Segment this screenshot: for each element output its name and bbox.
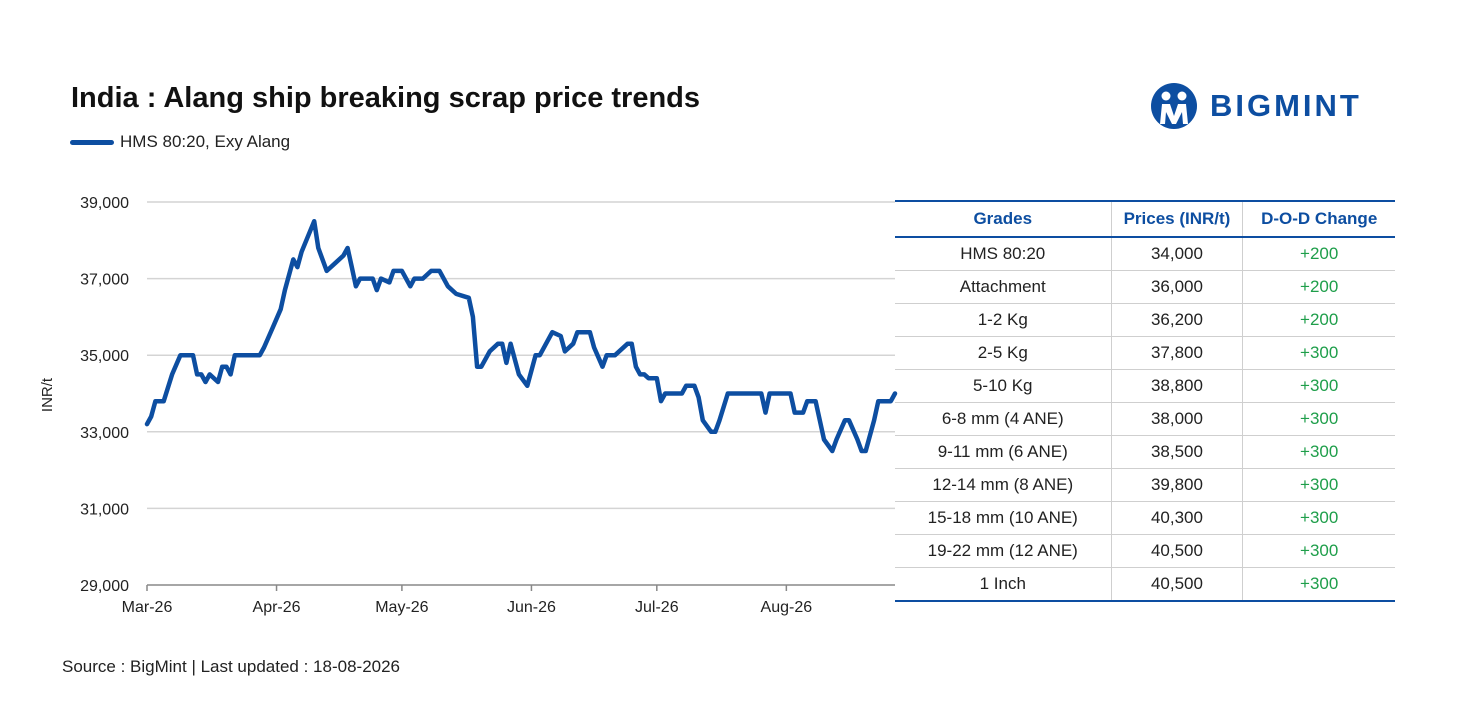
header-change: D-O-D Change	[1242, 200, 1395, 238]
price-cell: 40,500	[1111, 567, 1244, 602]
table-row: 6-8 mm (4 ANE) 38,000 +300	[895, 402, 1395, 436]
change-cell: +300	[1242, 567, 1395, 602]
grade-cell: Attachment	[895, 270, 1112, 304]
price-cell: 34,000	[1111, 237, 1244, 271]
bigmint-logo-icon	[1151, 83, 1197, 129]
grade-cell: 1 Inch	[895, 567, 1112, 602]
table-row: 9-11 mm (6 ANE) 38,500 +300	[895, 435, 1395, 469]
change-cell: +200	[1242, 237, 1395, 271]
y-tick-label: 39,000	[80, 195, 129, 212]
x-tick-label: May-26	[375, 599, 428, 616]
grade-cell: 6-8 mm (4 ANE)	[895, 402, 1112, 436]
y-tick-label: 31,000	[80, 501, 129, 518]
grade-cell: 15-18 mm (10 ANE)	[895, 501, 1112, 535]
x-tick-label: Aug-26	[761, 599, 813, 616]
legend-swatch	[70, 139, 114, 145]
y-tick-label: 37,000	[80, 272, 129, 289]
chart-title: India : Alang ship breaking scrap price …	[71, 82, 701, 114]
price-cell: 36,200	[1111, 303, 1244, 337]
grade-cell: 2-5 Kg	[895, 336, 1112, 370]
price-cell: 38,800	[1111, 369, 1244, 403]
table-row: 5-10 Kg 38,800 +300	[895, 369, 1395, 403]
price-cell: 37,800	[1111, 336, 1244, 370]
price-cell: 39,800	[1111, 468, 1244, 502]
table-row: 15-18 mm (10 ANE) 40,300 +300	[895, 501, 1395, 535]
grade-cell: 9-11 mm (6 ANE)	[895, 435, 1112, 469]
y-tick-labels: 39,000 37,000 35,000 33,000 31,000 29,000	[80, 195, 129, 595]
brand-name: BIGMINT	[1210, 88, 1362, 123]
change-cell: +200	[1242, 303, 1395, 337]
x-tick-label: Mar-26	[122, 599, 173, 616]
table-body: HMS 80:20 34,000 +200 Attachment 36,000 +200 1…	[895, 237, 1395, 602]
header-prices: Prices (INR/t)	[1111, 200, 1244, 238]
change-cell: +200	[1242, 270, 1395, 304]
table-header-row: Grades Prices (INR/t) D-O-D Change	[895, 200, 1395, 238]
table-row: 12-14 mm (8 ANE) 39,800 +300	[895, 468, 1395, 502]
gridlines	[147, 201, 895, 510]
line-chart: 39,000 37,000 35,000 33,000 31,000 29,000 Mar…	[39, 195, 898, 616]
table-row: 2-5 Kg 37,800 +300	[895, 336, 1395, 370]
table-row: HMS 80:20 34,000 +200	[895, 237, 1395, 271]
grade-cell: HMS 80:20	[895, 237, 1112, 271]
table-row: 1-2 Kg 36,200 +200	[895, 303, 1395, 337]
chart-legend: HMS 80:20, Exy Alang	[70, 132, 290, 152]
legend-label: HMS 80:20, Exy Alang	[120, 132, 291, 151]
series-line-hms-80-20	[144, 218, 898, 454]
grade-cell: 1-2 Kg	[895, 303, 1112, 337]
y-tick-label: 33,000	[80, 425, 129, 442]
source-note: Source : BigMint | Last updated : 18-08-…	[62, 657, 401, 676]
price-cell: 38,500	[1111, 435, 1244, 469]
change-cell: +300	[1242, 468, 1395, 502]
grade-cell: 12-14 mm (8 ANE)	[895, 468, 1112, 502]
change-cell: +300	[1242, 435, 1395, 469]
x-tick-label: Jun-26	[507, 599, 556, 616]
price-table: Grades Prices (INR/t) D-O-D Change HMS 8…	[895, 200, 1395, 602]
price-table-wrapper: Grades Prices (INR/t) D-O-D Change HMS 8…	[895, 200, 1395, 602]
table-row: 19-22 mm (12 ANE) 40,500 +300	[895, 534, 1395, 568]
x-tick-label: Apr-26	[253, 599, 301, 616]
price-cell: 40,300	[1111, 501, 1244, 535]
table-row: Attachment 36,000 +200	[895, 270, 1395, 304]
price-cell: 38,000	[1111, 402, 1244, 436]
change-cell: +300	[1242, 501, 1395, 535]
grade-cell: 19-22 mm (12 ANE)	[895, 534, 1112, 568]
table-row: 1 Inch 40,500 +300	[895, 567, 1395, 602]
brand-logo: BIGMINT	[1150, 82, 1362, 130]
header-grades: Grades	[895, 200, 1112, 238]
series-layer	[144, 218, 898, 454]
price-cell: 40,500	[1111, 534, 1244, 568]
x-axis: Mar-26 Apr-26 May-26 Jun-26 Jul-26 Aug-26	[122, 584, 895, 616]
y-tick-label: 35,000	[80, 348, 129, 365]
y-axis-label: INR/t	[39, 377, 56, 412]
x-tick-label: Jul-26	[635, 599, 679, 616]
change-cell: +300	[1242, 336, 1395, 370]
change-cell: +300	[1242, 369, 1395, 403]
price-cell: 36,000	[1111, 270, 1244, 304]
change-cell: +300	[1242, 534, 1395, 568]
y-tick-label: 29,000	[80, 578, 129, 595]
grade-cell: 5-10 Kg	[895, 369, 1112, 403]
change-cell: +300	[1242, 402, 1395, 436]
